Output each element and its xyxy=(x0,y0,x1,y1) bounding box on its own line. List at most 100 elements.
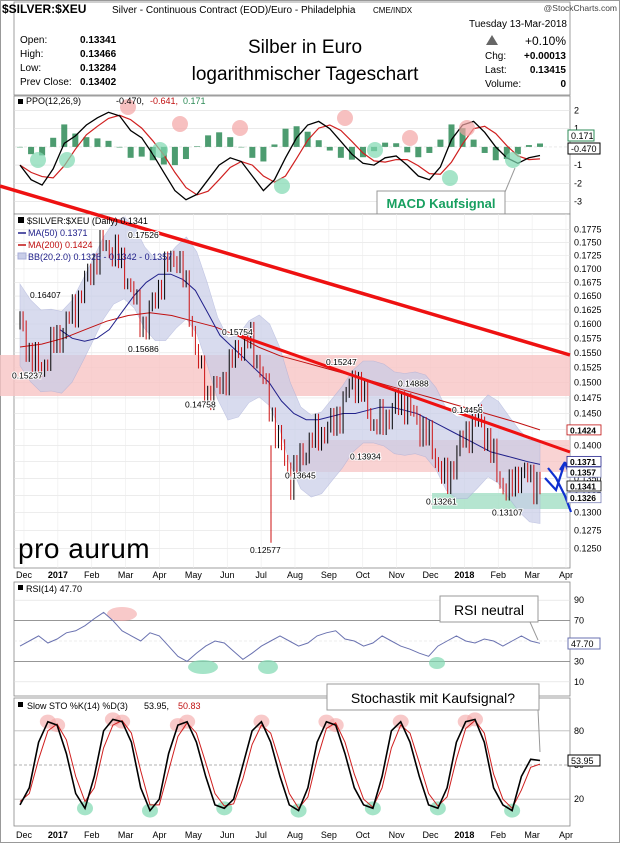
description-label: Silver - Continuous Contract (EOD)/Euro … xyxy=(112,5,356,16)
ppo-line xyxy=(19,111,541,201)
x-tick-label: Apr xyxy=(559,830,573,840)
sto-legend-d: 50.83 xyxy=(178,701,201,711)
ppo-hist-bar xyxy=(492,146,499,161)
ppo-buy-circle xyxy=(152,142,168,158)
x-tick-label: Dec xyxy=(422,570,439,580)
x-tick-label: Feb xyxy=(84,570,100,580)
ppo-sell-circle xyxy=(402,130,418,146)
price-level-labels: 0.16407 0.17526 0.15686 0.15237 0.15754 0.147… xyxy=(11,229,524,556)
price-y-tick: 0.1600 xyxy=(574,319,602,329)
ppo-buy-circle xyxy=(30,152,46,168)
price-y-tick: 0.1300 xyxy=(574,508,602,518)
rsi-annotation-pointer xyxy=(529,621,539,641)
rsi-legend: RSI(14) 47.70 xyxy=(26,584,82,594)
ppo-hist-bar xyxy=(437,139,444,147)
ppo-hist-bar xyxy=(39,146,46,156)
sto-k-line xyxy=(19,718,541,813)
ppo-y-tick: -1 xyxy=(574,160,582,170)
price-level-label: 0.12577 xyxy=(250,545,281,555)
ppo-hist-bar xyxy=(127,146,134,158)
ppo-hist-bar xyxy=(216,132,223,147)
bollinger-band xyxy=(19,216,541,524)
sto-value-tag-text: 53.95 xyxy=(571,756,594,766)
price-level-label: 0.15247 xyxy=(326,357,357,367)
price-y-tick: 0.1725 xyxy=(574,251,602,261)
volume-value: 0 xyxy=(560,79,566,90)
price-value-tag-text: 0.1424 xyxy=(570,425,596,435)
ppo-hist-bar xyxy=(304,131,311,147)
x-tick-label: Jul xyxy=(255,830,267,840)
exchange-label: CME/INDX xyxy=(373,6,413,15)
rsi-oversold-circle xyxy=(258,660,278,674)
price-bars xyxy=(19,230,541,543)
price-level-label: 0.16407 xyxy=(30,290,61,300)
price-y-tick: 0.1500 xyxy=(574,378,602,388)
ppo-hist-bar xyxy=(238,146,245,148)
change-pct: +0.10% xyxy=(525,34,566,48)
ppo-annotation-text: MACD Kaufsignal xyxy=(386,196,495,211)
sto-annotation-text: Stochastik mit Kaufsignal? xyxy=(351,690,515,706)
ppo-hist-bar xyxy=(138,146,145,157)
ppo-y-tick: -2 xyxy=(574,178,582,188)
ppo-legend-hist: 0.171 xyxy=(183,96,206,106)
x-tick-label: Feb xyxy=(84,830,100,840)
x-tick-label: 2018 xyxy=(454,830,474,840)
x-tick-label: Apr xyxy=(152,570,166,580)
rsi-oversold-circle xyxy=(188,660,218,674)
x-tick-label: Mar xyxy=(118,830,134,840)
price-panel: 0.16407 0.17526 0.15686 0.15237 0.15754 0.147… xyxy=(0,184,602,569)
open-value: 0.13341 xyxy=(80,35,117,46)
ppo-hist-bar xyxy=(28,146,35,155)
x-tick-label: Oct xyxy=(356,570,371,580)
rsi-y-tick: 70 xyxy=(574,616,584,626)
price-value-tag xyxy=(566,492,602,504)
price-y-tick: 0.1525 xyxy=(574,363,602,373)
sto-legend-name: Slow STO %K(14) %D(3) xyxy=(27,701,128,711)
price-value-tag-text: 0.1326 xyxy=(570,493,596,503)
x-tick-label: Oct xyxy=(356,830,371,840)
ppo-line-tag xyxy=(567,142,601,155)
ppo-buy-circle xyxy=(367,142,383,158)
rsi-legend-swatch xyxy=(18,585,23,590)
rsi-y-tick: 10 xyxy=(574,677,584,687)
ppo-hist-bar xyxy=(260,146,267,162)
price-y-tick: 0.1625 xyxy=(574,305,602,315)
x-tick-label: Dec xyxy=(16,570,33,580)
price-value-tag-text: 0.1341 xyxy=(570,481,596,491)
ppo-hist-bar xyxy=(459,128,466,147)
ppo-buy-circle xyxy=(442,170,458,186)
x-tick-label: Jul xyxy=(255,570,267,580)
sto-grid xyxy=(14,730,570,800)
price-value-tag-text: 0.1371 xyxy=(570,457,596,467)
prevclose-label: Prev Close: xyxy=(20,77,72,88)
chart-title-line2: logarithmischer Tageschart xyxy=(192,64,419,85)
price-level-label: 0.15237 xyxy=(12,370,43,380)
ppo-hist-bar xyxy=(359,146,366,158)
price-y-tick: 0.1275 xyxy=(574,525,602,535)
price-y-tick: 0.1550 xyxy=(574,348,602,358)
ppo-hist-bar xyxy=(525,145,532,147)
x-tick-label: Mar xyxy=(118,570,134,580)
price-level-label: 0.13934 xyxy=(350,452,381,462)
ppo-hist-bar xyxy=(72,133,79,147)
sto-annotation-pointer xyxy=(537,709,541,753)
chg-label: Chg: xyxy=(485,51,506,62)
sto-annotation-box xyxy=(326,683,540,711)
price-level-label: 0.13645 xyxy=(285,471,316,481)
ppo-hist-bar xyxy=(171,146,178,166)
ppo-buy-circle xyxy=(505,152,521,168)
ppo-hist-bar xyxy=(537,143,543,147)
ppo-legend-swatch xyxy=(18,99,23,104)
ppo-panel: PPO(12,26,9) -0.470, -0.641, 0.171 MACD … xyxy=(13,95,601,215)
ppo-hist-bar xyxy=(194,146,201,147)
sto-legend-swatch xyxy=(18,702,23,707)
header: $SILVER:$XEU Silver - Continuous Contrac… xyxy=(2,1,617,96)
ppo-hist-bar xyxy=(404,146,411,153)
ppo-hist-bar xyxy=(205,135,212,147)
low-label: Low: xyxy=(20,63,41,74)
price-value-tag xyxy=(566,424,602,436)
sto-d-line xyxy=(19,719,541,810)
rsi-value-tag-text: 47.70 xyxy=(571,639,594,649)
stochastic-panel: Slow STO %K(14) %D(3) 53.95, 50.83 Stoch… xyxy=(13,683,601,827)
